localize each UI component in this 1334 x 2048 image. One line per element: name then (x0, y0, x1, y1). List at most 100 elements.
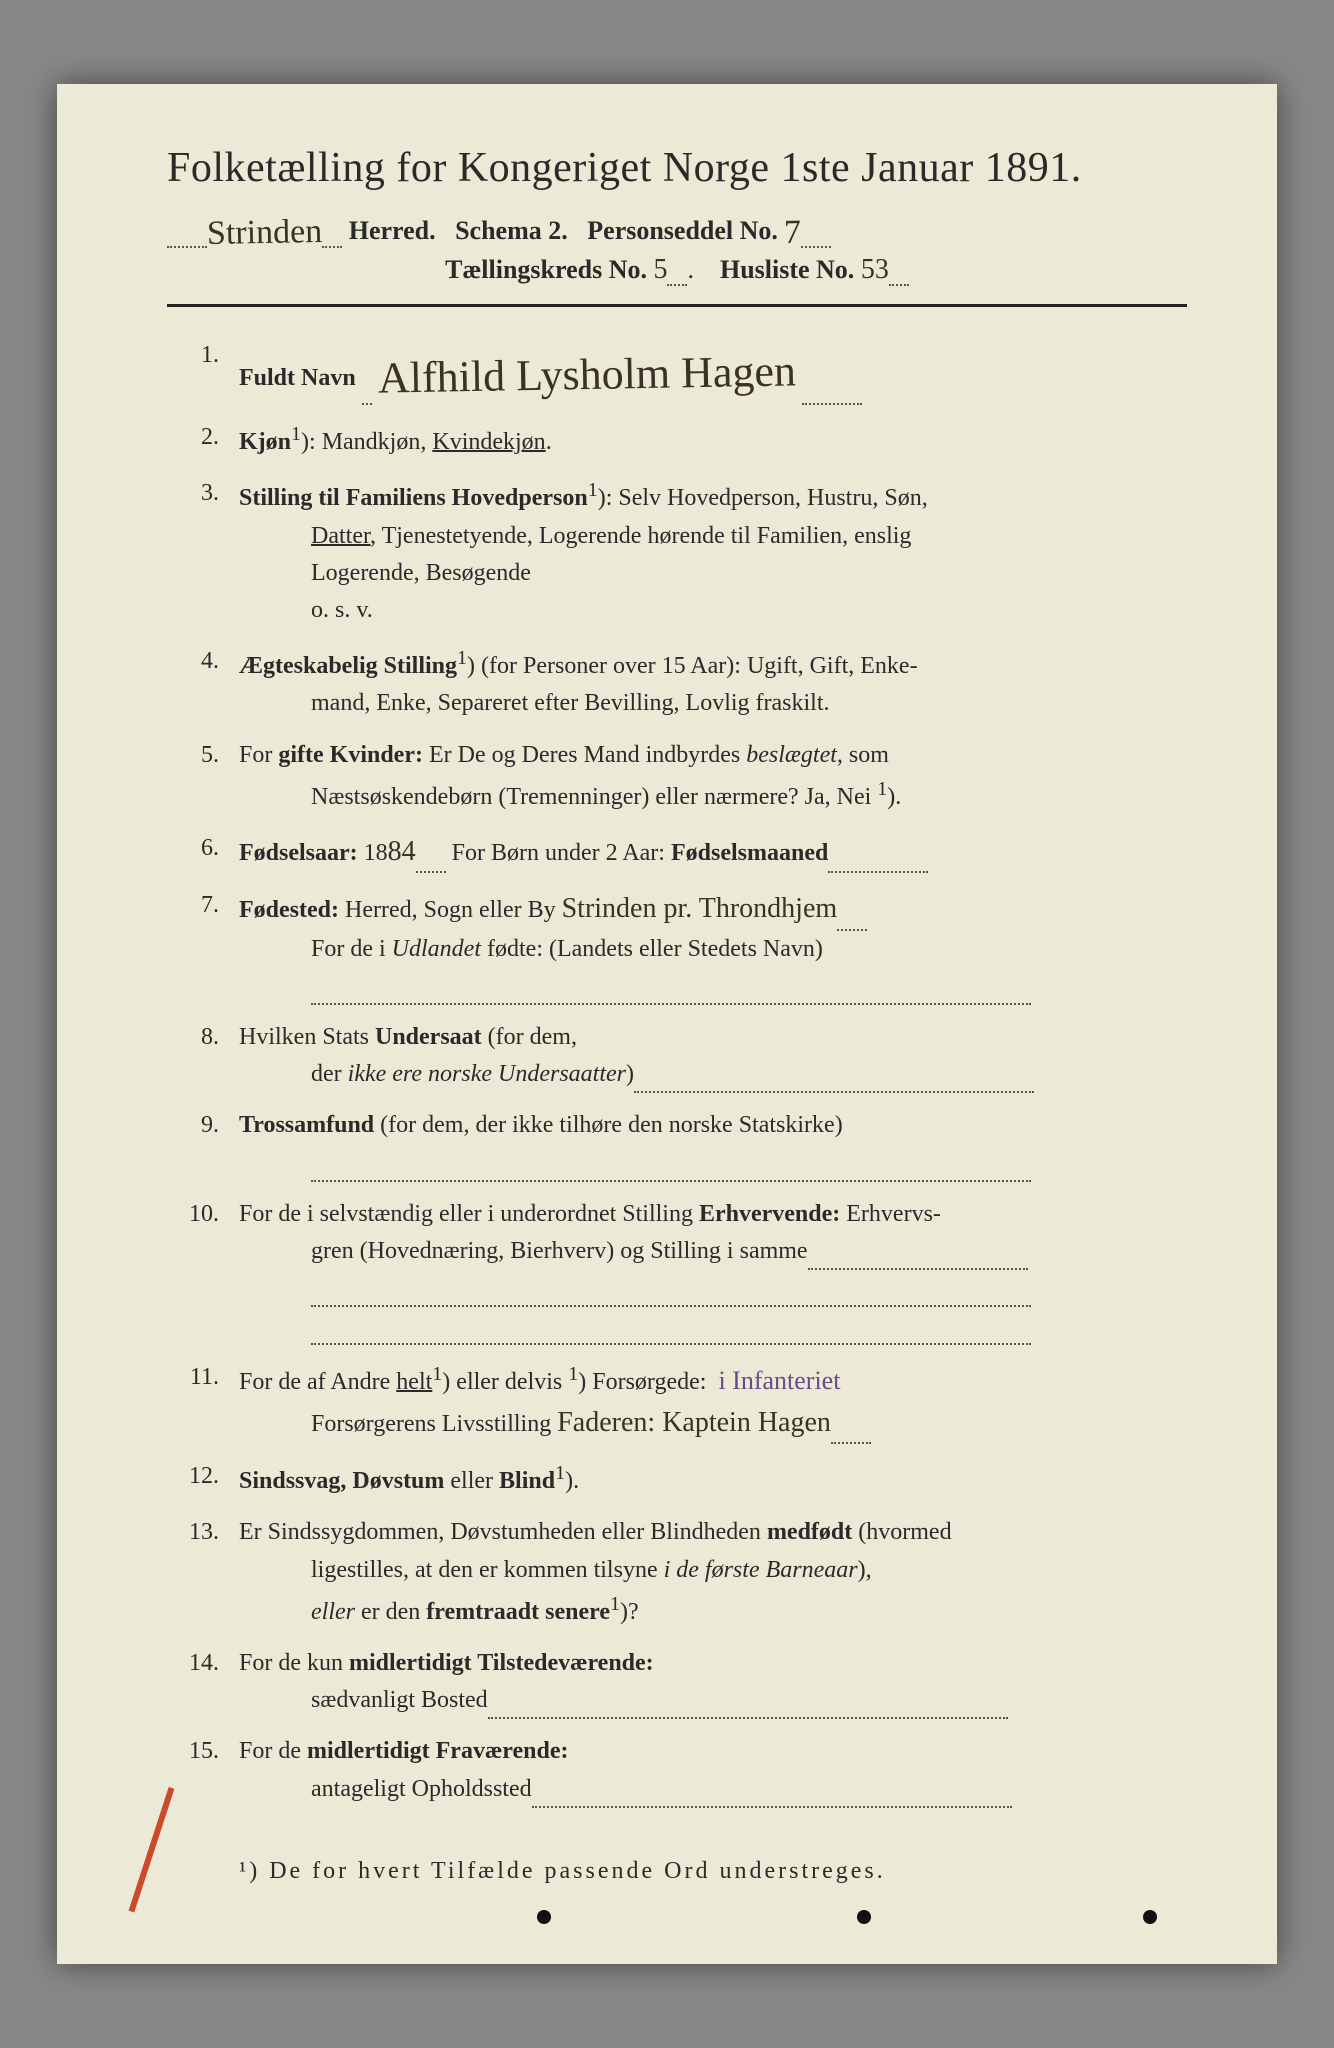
f2-label: Kjøn (239, 429, 291, 455)
f8-l2b: ) (626, 1061, 634, 1087)
f12-tail: ). (565, 1468, 579, 1494)
field-2: Kjøn1): Mandkjøn, Kvindekjøn. (167, 419, 1187, 461)
f3-l3: Logerende, Besøgende (239, 555, 1187, 592)
f6-label: Fødselsaar: (239, 840, 358, 866)
herred-handwritten: Strinden (207, 213, 323, 253)
f5-tail: ). (887, 784, 901, 810)
page-title: Folketælling for Kongeriget Norge 1ste J… (167, 144, 1187, 192)
field-8: Hvilken Stats Undersaat (for dem, der ik… (167, 1019, 1187, 1093)
personseddel-no: 7 (784, 214, 802, 252)
ink-spot (857, 1910, 871, 1924)
f13-l1b: (hvormed (852, 1519, 951, 1545)
f11-mid: ) eller delvis (442, 1369, 568, 1395)
f3-l2: Tjenestetyende, Logerende hørende til Fa… (376, 523, 911, 549)
f3-label: Stilling til Familiens Hovedperson (239, 485, 588, 511)
f14-l1a: For de kun (239, 1650, 349, 1676)
f13-l2a: ligestilles, at den er kommen tilsyne (311, 1557, 664, 1583)
census-form-page: Folketælling for Kongeriget Norge 1ste J… (57, 84, 1277, 1964)
f3-underlined: Datter, (311, 523, 376, 549)
f7-l2b: fødte: (Landets eller Stedets Navn) (481, 936, 823, 962)
f13-bold: medfødt (767, 1519, 852, 1545)
f7-label: Fødested: (239, 897, 339, 923)
f3-l4: o. s. v. (239, 592, 1187, 629)
f8-bold: Undersaat (375, 1024, 482, 1050)
personseddel-label: Personseddel No. (587, 216, 778, 245)
f12-bold2: Blind (499, 1468, 555, 1494)
field-5: For gifte Kvinder: Er De og Deres Mand i… (167, 737, 1187, 816)
f5-l1b: som (843, 742, 889, 768)
field-9: Trossamfund (for dem, der ikke tilhøre d… (167, 1107, 1187, 1181)
field-4: Ægteskabelig Stilling1) (for Personer ov… (167, 643, 1187, 722)
f1-label: Fuldt Navn (239, 365, 356, 391)
f8-l2a: der (311, 1061, 348, 1087)
f11-sup2: 1 (568, 1363, 578, 1385)
ink-spot (1143, 1910, 1157, 1924)
f5-l2: Næstsøskendebørn (Tremenninger) eller næ… (311, 784, 877, 810)
f13-l3b: er den (355, 1599, 426, 1625)
f10-l1a: For de i selvstændig eller i underordnet… (239, 1201, 699, 1227)
f6-pre: 18 (358, 840, 388, 866)
f13-bold2: fremtraadt senere (426, 1599, 610, 1625)
field-list: Fuldt Navn Alfhild Lysholm Hagen Kjøn1):… (167, 337, 1187, 1808)
f11-l1a: For de af Andre (239, 1369, 396, 1395)
f2-opts: Mandkjøn, (322, 429, 433, 455)
f4-sup: 1 (457, 647, 467, 669)
f15-l1a: For de (239, 1738, 307, 1764)
f13-l2b: ), (858, 1557, 872, 1583)
header-rule (167, 304, 1187, 307)
f5-ital: beslægtet, (746, 742, 843, 768)
f10-bold: Erhvervende: (699, 1201, 840, 1227)
f7-ital: Udlandet (392, 936, 481, 962)
f6-year-hw: 84 (388, 836, 416, 867)
f8-ital: ikke ere norske Undersaatter (348, 1061, 626, 1087)
f8-l1b: (for dem, (482, 1024, 577, 1050)
f12-label: Sindssvag, Døvstum (239, 1468, 444, 1494)
f12-sup: 1 (555, 1462, 565, 1484)
field-11: For de af Andre helt1) eller delvis 1) F… (167, 1359, 1187, 1445)
footnote: ¹) De for hvert Tilfælde passende Ord un… (167, 1858, 1187, 1885)
field-7: Fødested: Herred, Sogn eller By Strinden… (167, 887, 1187, 1005)
herred-label: Herred. (349, 216, 436, 245)
f7-hw: Strinden pr. Throndhjem (562, 893, 838, 924)
f2-tail: . (546, 429, 552, 455)
ink-spot (537, 1910, 551, 1924)
f13-l3a: eller (311, 1599, 355, 1625)
f11-sup1: 1 (432, 1363, 442, 1385)
f15-l2: antageligt Opholdssted (311, 1776, 532, 1802)
field-10: For de i selvstændig eller i underordnet… (167, 1196, 1187, 1345)
kreds-label: Tællingskreds No. (445, 255, 647, 284)
f3-l1: Selv Hovedperson, Hustru, Søn, (618, 485, 927, 511)
f5-pre: For (239, 742, 278, 768)
f5-l1: Er De og Deres Mand indbyrdes (423, 742, 746, 768)
f14-l2: sædvanligt Bosted (311, 1687, 488, 1713)
f13-sup: 1 (610, 1593, 620, 1615)
f8-l1a: Hvilken Stats (239, 1024, 375, 1050)
kreds-no: 5 (653, 254, 667, 285)
field-15: For de midlertidigt Fraværende: antageli… (167, 1733, 1187, 1807)
header-line-2: Tællingskreds No. 5. Husliste No. 53 (167, 254, 1187, 286)
f4-l1: (for Personer over 15 Aar): Ugift, Gift,… (475, 653, 918, 679)
f6-bold2: Fødselsmaaned (671, 840, 828, 866)
field-1: Fuldt Navn Alfhild Lysholm Hagen (167, 337, 1187, 405)
f12-rest: eller (444, 1468, 499, 1494)
f5-bold: gifte Kvinder: (278, 742, 423, 768)
f13-l1a: Er Sindssygdommen, Døvstumheden eller Bl… (239, 1519, 767, 1545)
f13-tail: )? (620, 1599, 639, 1625)
f11-l1b: ) Forsørgede: (578, 1369, 706, 1395)
schema-label: Schema 2. (455, 216, 568, 245)
f1-name-hw: Alfhild Lysholm Hagen (377, 337, 796, 412)
field-6: Fødselsaar: 1884 For Børn under 2 Aar: F… (167, 830, 1187, 873)
f9-rest: (for dem, der ikke tilhøre den norske St… (374, 1112, 843, 1138)
f11-note-hw: i Infanteriet (718, 1366, 840, 1395)
field-13: Er Sindssygdommen, Døvstumheden eller Bl… (167, 1514, 1187, 1631)
husliste-no: 53 (861, 254, 889, 285)
f7-l2a: For de i (311, 936, 392, 962)
field-14: For de kun midlertidigt Tilstedeværende:… (167, 1645, 1187, 1719)
f11-u1: helt (396, 1369, 432, 1395)
f4-l2: mand, Enke, Separeret efter Bevilling, L… (239, 685, 1187, 722)
f11-l2: Forsørgerens Livsstilling (311, 1411, 551, 1437)
f6-mid: For Børn under 2 Aar: (446, 840, 671, 866)
f9-bold: Trossamfund (239, 1112, 374, 1138)
f14-bold: midlertidigt Tilstedeværende: (349, 1650, 654, 1676)
f2-underlined: Kvindekjøn (432, 429, 545, 455)
